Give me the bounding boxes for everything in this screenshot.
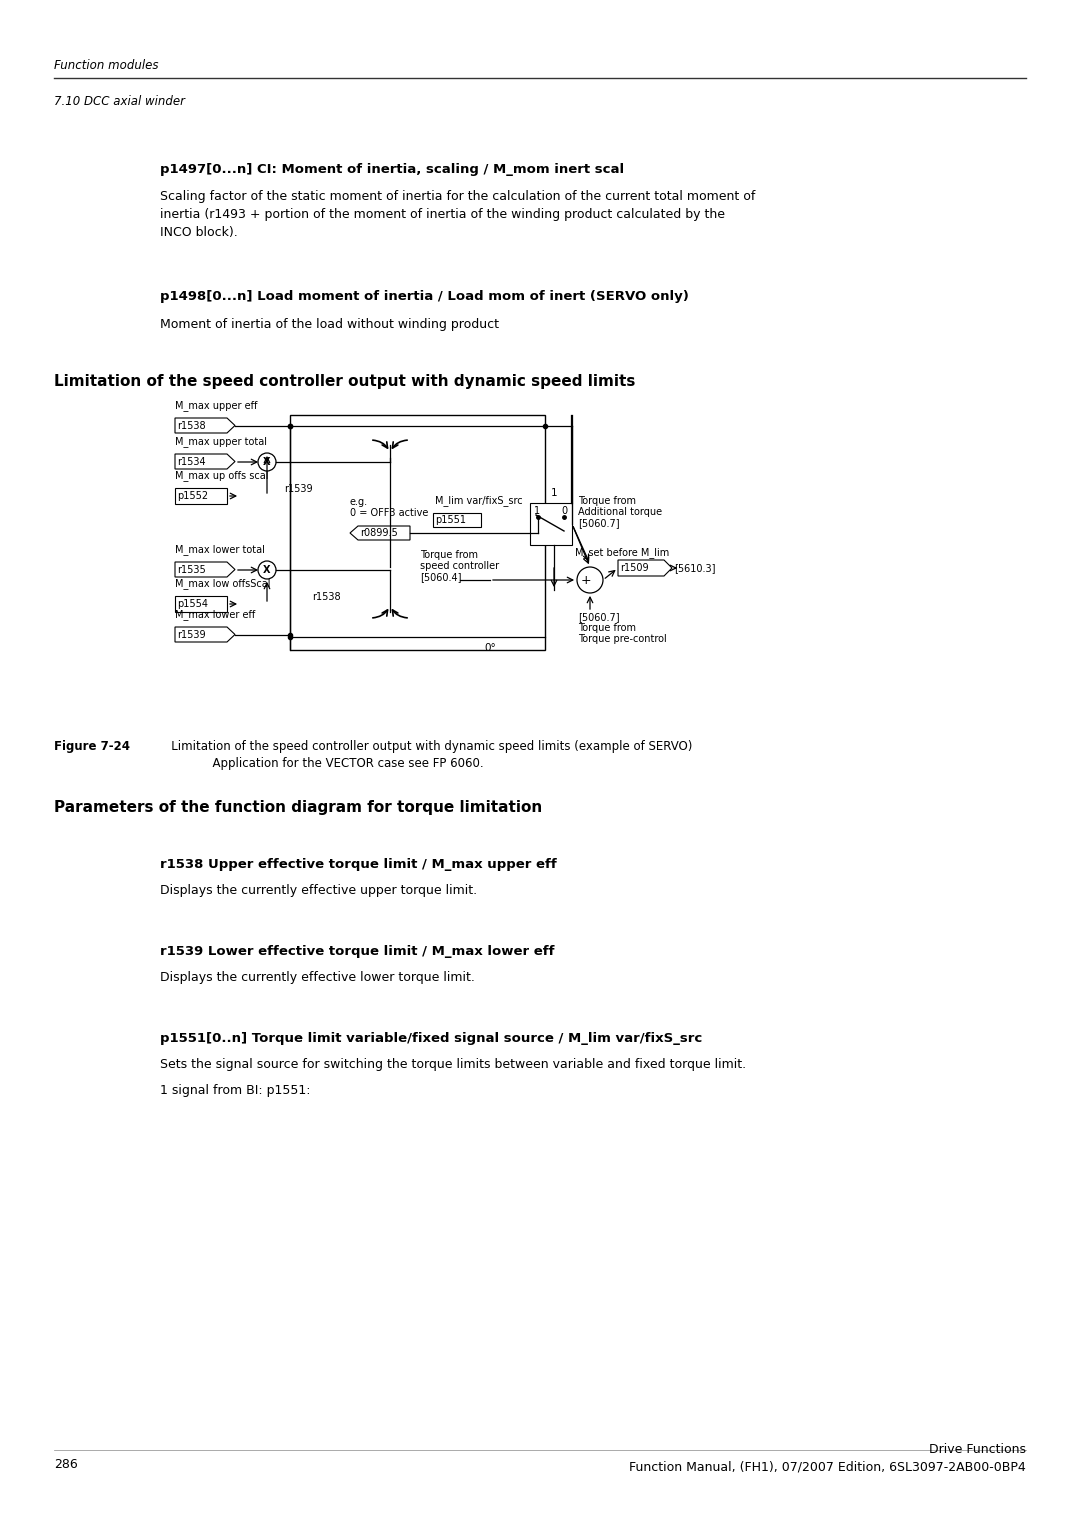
Text: Moment of inertia of the load without winding product: Moment of inertia of the load without wi… [160,318,499,331]
Text: Scaling factor of the static moment of inertia for the calculation of the curren: Scaling factor of the static moment of i… [160,189,755,240]
Text: Torque from: Torque from [578,496,636,505]
Text: M_max upper eff: M_max upper eff [175,400,257,411]
FancyBboxPatch shape [433,513,481,527]
Polygon shape [175,454,235,469]
Text: 7.10 DCC axial winder: 7.10 DCC axial winder [54,95,185,108]
Text: 286: 286 [54,1458,78,1471]
Text: 0 = OFF3 active: 0 = OFF3 active [350,508,429,518]
Text: Displays the currently effective upper torque limit.: Displays the currently effective upper t… [160,884,477,896]
Text: Drive Functions: Drive Functions [929,1443,1026,1457]
Text: Limitation of the speed controller output with dynamic speed limits: Limitation of the speed controller outpu… [54,374,635,389]
Text: [5060.7]: [5060.7] [578,612,620,621]
Text: r0899.5: r0899.5 [360,528,397,538]
Text: Torque from: Torque from [578,623,636,634]
Text: M_max upper total: M_max upper total [175,437,267,447]
Text: Additional torque: Additional torque [578,507,662,518]
Text: Displays the currently effective lower torque limit.: Displays the currently effective lower t… [160,971,475,983]
Text: M_max lower total: M_max lower total [175,544,265,554]
Polygon shape [175,628,235,641]
Polygon shape [175,562,235,577]
Text: p1554: p1554 [177,599,208,609]
Text: Torque pre-control: Torque pre-control [578,634,666,644]
Text: [5060.4]: [5060.4] [420,573,461,582]
Text: r1539: r1539 [177,631,205,640]
Text: 1: 1 [534,505,540,516]
Text: Sets the signal source for switching the torque limits between variable and fixe: Sets the signal source for switching the… [160,1058,746,1070]
FancyBboxPatch shape [530,502,572,545]
FancyBboxPatch shape [175,489,227,504]
Text: X: X [264,457,271,467]
Text: [5060.7]: [5060.7] [578,518,620,528]
Text: r1538: r1538 [177,421,205,431]
Text: p1551: p1551 [435,515,465,525]
Polygon shape [618,560,672,576]
Text: M_max lower eff: M_max lower eff [175,609,255,620]
Text: speed controller: speed controller [420,560,499,571]
Polygon shape [350,525,410,541]
Text: Figure 7-24: Figure 7-24 [54,741,130,753]
Text: p1551[0..n] Torque limit variable/fixed signal source / M_lim var/fixS_src: p1551[0..n] Torque limit variable/fixed … [160,1032,702,1044]
Text: Limitation of the speed controller output with dynamic speed limits (example of : Limitation of the speed controller outpu… [160,741,692,753]
Text: M_set before M_lim: M_set before M_lim [575,547,670,557]
FancyBboxPatch shape [175,596,227,612]
Text: 1: 1 [551,489,557,498]
Text: r1539 Lower effective torque limit / M_max lower eff: r1539 Lower effective torque limit / M_m… [160,945,554,957]
Text: Application for the VECTOR case see FP 6060.: Application for the VECTOR case see FP 6… [160,757,484,770]
Text: Parameters of the function diagram for torque limitation: Parameters of the function diagram for t… [54,800,542,815]
Text: r1538: r1538 [312,592,340,602]
Text: 0°: 0° [484,643,496,654]
Text: Torque from: Torque from [420,550,478,560]
Text: r1535: r1535 [177,565,206,576]
Text: r1509: r1509 [620,563,649,573]
Text: Function Manual, (FH1), 07/2007 Edition, 6SL3097-2AB00-0BP4: Function Manual, (FH1), 07/2007 Edition,… [630,1460,1026,1474]
Text: e.g.: e.g. [350,496,368,507]
Text: [5610.3]: [5610.3] [674,563,715,573]
Text: M_max low offsScal: M_max low offsScal [175,579,270,589]
Polygon shape [175,418,235,434]
Text: 1 signal from BI: p1551:: 1 signal from BI: p1551: [160,1084,311,1096]
Text: r1539: r1539 [284,484,312,495]
Text: M_lim var/fixS_src: M_lim var/fixS_src [435,495,523,505]
Text: +: + [581,574,592,586]
Text: X: X [264,565,271,576]
Text: r1534: r1534 [177,457,205,467]
Text: p1552: p1552 [177,492,208,501]
Text: M_max up offs scal: M_max up offs scal [175,470,269,481]
Text: Function modules: Function modules [54,60,159,72]
FancyBboxPatch shape [291,415,545,651]
Text: r1538 Upper effective torque limit / M_max upper eff: r1538 Upper effective torque limit / M_m… [160,858,557,870]
Text: p1497[0...n] CI: Moment of inertia, scaling / M_mom inert scal: p1497[0...n] CI: Moment of inertia, scal… [160,163,624,176]
Text: 0: 0 [562,505,568,516]
Text: p1498[0...n] Load moment of inertia / Load mom of inert (SERVO only): p1498[0...n] Load moment of inertia / Lo… [160,290,689,302]
